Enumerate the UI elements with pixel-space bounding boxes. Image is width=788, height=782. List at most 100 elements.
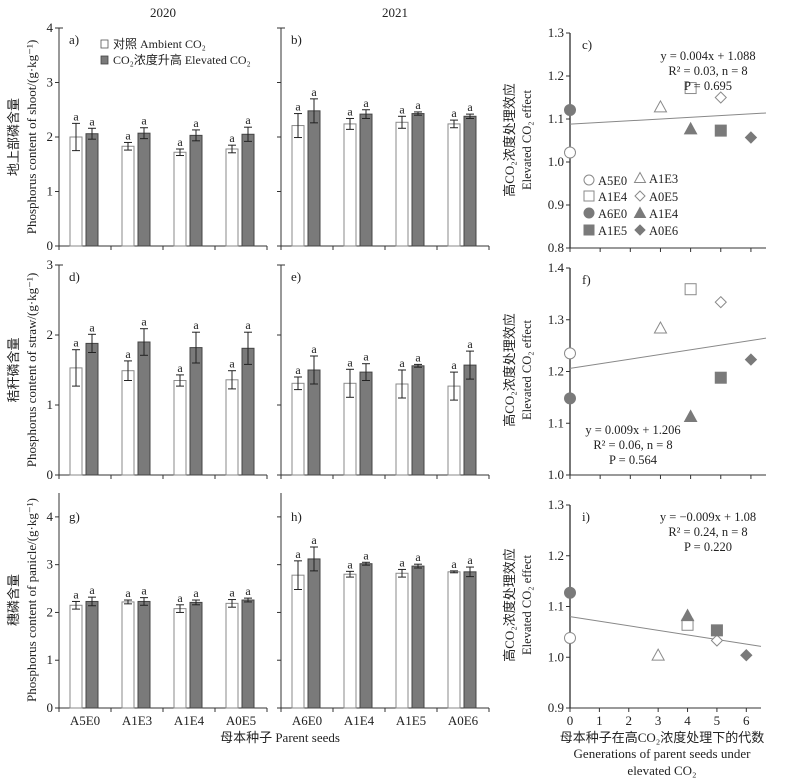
bar-ambient xyxy=(343,573,357,709)
y-tick-label: 0.8 xyxy=(548,240,564,255)
bar-elevated xyxy=(189,347,203,476)
x-tick-label: A6E0 xyxy=(292,713,322,728)
bar-elevated xyxy=(307,110,321,247)
bar-elevated xyxy=(359,113,373,247)
point-a1e4 xyxy=(684,283,697,296)
y-tick-label: 1.0 xyxy=(548,649,564,664)
bar-elevated xyxy=(85,600,99,709)
bar-ambient xyxy=(225,602,239,709)
x-tick-label: 1 xyxy=(596,713,603,728)
legend-label: A1E4 xyxy=(598,190,628,204)
significance-letter: a xyxy=(363,350,369,364)
y-tick-label: 1.4 xyxy=(548,260,565,275)
bar-elevated xyxy=(137,132,151,247)
regression-annotation: y = 0.004x + 1.088 xyxy=(660,49,755,63)
significance-letter: a xyxy=(125,347,131,361)
bar-elevated xyxy=(189,134,203,247)
point-a0e6 xyxy=(740,649,753,662)
x-tick-label: A0E6 xyxy=(448,713,479,728)
significance-letter: a xyxy=(73,587,79,601)
legend-label: A1E5 xyxy=(598,224,627,238)
point-a0e5 xyxy=(710,634,724,647)
x-tick-label: 0 xyxy=(567,713,574,728)
significance-letter: a xyxy=(141,315,147,329)
bar-ambient xyxy=(69,604,83,709)
bar-ambient xyxy=(173,151,187,247)
legend-marker-a6e0 xyxy=(583,207,595,219)
y-tick-label: 1.3 xyxy=(548,497,564,512)
legend-marker-a1e4 xyxy=(633,206,647,218)
legend-label: A5E0 xyxy=(598,174,627,188)
significance-letter: a xyxy=(399,102,405,116)
legend-label: A1E4 xyxy=(649,207,679,221)
bar-ambient xyxy=(173,380,187,476)
x-tick-label: 4 xyxy=(684,713,691,728)
bar-ambient xyxy=(121,370,135,476)
y-tick-label: 1.0 xyxy=(548,467,564,482)
scatter-panel-i: 0.9 1.0 1.1 1.2 1.3 0 1 2 3 4 5 6 i) y = −0.009x + 1.… xyxy=(548,497,762,728)
legend-marker-a0e5 xyxy=(634,190,646,202)
bar-ambient xyxy=(121,601,135,709)
point-a6e0 xyxy=(564,586,576,599)
y-tick-label: 0.9 xyxy=(548,197,564,212)
significance-letter: a xyxy=(177,591,183,605)
y-tick-label: 1.2 xyxy=(548,68,564,83)
bar-ambient xyxy=(291,382,305,476)
effect-ylabel-row2: 高CO₂浓度处理效应 Elevated CO₂ effect xyxy=(502,313,534,427)
row-ylabel-straw-cn: 秸秆磷含量 xyxy=(6,337,21,402)
scatter-legend: A5E0 A1E3 A1E4 A0E5 A6E0 A1E4 A1E5 A0E6 xyxy=(583,171,679,238)
significance-letter: a xyxy=(295,547,301,561)
row-ylabel-shoot: 地上部磷含量 Phosphorus content of shoot/(g·kg… xyxy=(6,40,39,235)
x-tick-label: A1E5 xyxy=(396,713,426,728)
y-tick-label: 1.2 xyxy=(548,548,564,563)
y-tick-label: 1.1 xyxy=(548,599,564,614)
legend-marker-a5e0 xyxy=(583,174,595,186)
panel-label: i) xyxy=(582,509,590,524)
bar-elevated xyxy=(307,558,321,709)
legend-swatch-elevated xyxy=(100,55,109,65)
legend-label: A1E3 xyxy=(649,172,678,186)
point-a1e5 xyxy=(714,371,727,384)
x-tick-label: A1E4 xyxy=(344,713,375,728)
effect-ylabel-en: Elevated CO₂ effect xyxy=(520,555,534,655)
point-a1e4 xyxy=(684,82,697,95)
bar-elevated xyxy=(85,342,99,476)
significance-letter: a xyxy=(245,584,251,598)
significance-letter: a xyxy=(73,336,79,350)
significance-letter: a xyxy=(193,318,199,332)
significance-letter: a xyxy=(415,98,421,112)
significance-letter: a xyxy=(311,85,317,99)
effect-ylabel-en: Elevated CO₂ effect xyxy=(520,320,534,420)
significance-letter: a xyxy=(89,583,95,597)
x-group-label: 母本种子 Parent seeds xyxy=(220,730,340,745)
significance-letter: a xyxy=(245,318,251,332)
x-tick-label: 6 xyxy=(743,713,750,728)
point-a1e4 xyxy=(683,409,698,422)
y-tick-label: 0 xyxy=(47,467,54,482)
effect-ylabel-cn: 高CO₂浓度处理效应 xyxy=(502,548,517,662)
panel-label: c) xyxy=(582,37,592,52)
significance-letter: a xyxy=(295,363,301,377)
significance-letter: a xyxy=(141,584,147,598)
row-ylabel-straw: 秸秆磷含量 Phosphorus content of straw/(g·kg⁻… xyxy=(6,273,39,468)
bar-panel-e: e)aaa a a aaa xyxy=(277,264,490,479)
regression-annotation: P = 0.220 xyxy=(684,540,732,554)
bar-ambient xyxy=(343,123,357,247)
legend-marker-a1e4 xyxy=(583,190,595,202)
point-a1e5 xyxy=(714,124,727,137)
year-label-2020: 2020 xyxy=(150,5,176,20)
effect-ylabel-cn: 高CO₂浓度处理效应 xyxy=(502,313,517,427)
legend-label: A0E5 xyxy=(649,190,678,204)
point-a1e3 xyxy=(653,99,668,113)
bar-elevated xyxy=(189,601,203,709)
significance-letter: a xyxy=(245,113,251,127)
bar-ambient xyxy=(121,145,135,247)
bar-elevated xyxy=(241,599,255,709)
effect-xlabel-en1: Generations of parent seeds under xyxy=(574,746,752,761)
y-tick-label: 2 xyxy=(47,604,54,619)
